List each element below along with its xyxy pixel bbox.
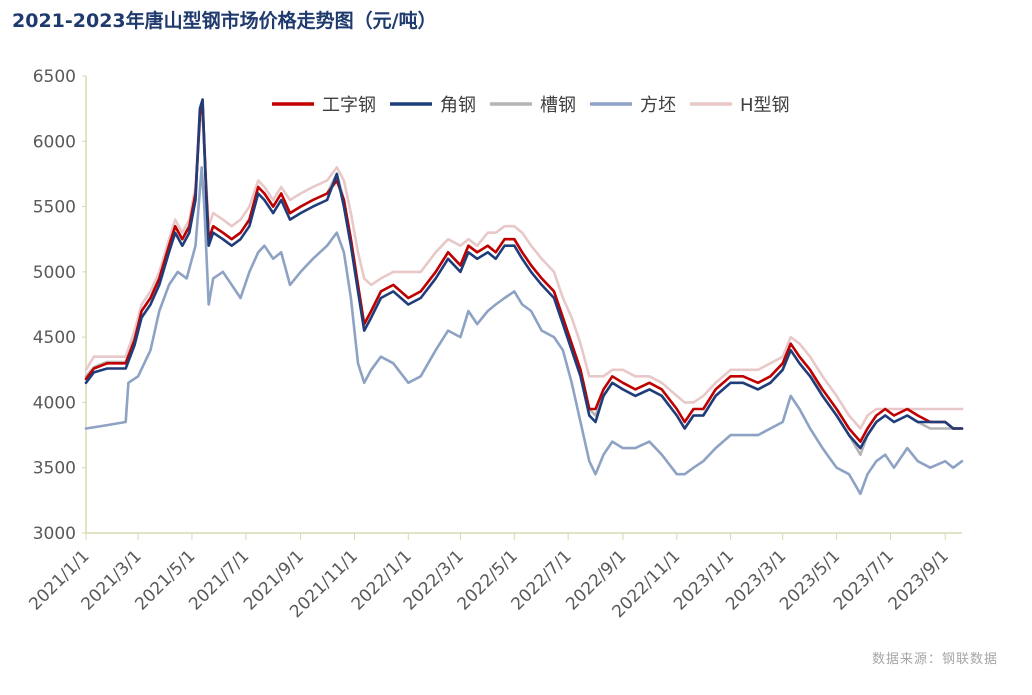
y-tick-label: 5500 <box>33 198 76 218</box>
y-tick-label: 4500 <box>33 328 76 348</box>
legend-label: 槽钢 <box>540 95 576 116</box>
chart-axes: 300035004000450050005500600065002021/1/1… <box>25 67 962 622</box>
legend-label: H型钢 <box>740 95 790 116</box>
series-line-5 <box>84 100 964 430</box>
legend-label: 工字钢 <box>322 95 376 116</box>
series-layer <box>84 98 964 496</box>
series-line-1 <box>84 103 964 443</box>
legend-label: 方坯 <box>640 95 676 116</box>
series-line-4 <box>84 166 964 496</box>
legend-label: 角钢 <box>440 95 476 116</box>
y-tick-label: 6500 <box>33 67 76 87</box>
y-tick-label: 4000 <box>33 393 76 413</box>
series-line-2 <box>84 98 964 450</box>
chart-legend: 工字钢 角钢 槽钢 方坯 H型钢 <box>272 95 790 116</box>
source-note: 数据来源：钢联数据 <box>871 652 998 667</box>
series-line-3 <box>84 113 964 456</box>
y-tick-label: 5000 <box>33 263 76 283</box>
x-tick-label: 2023/9/1 <box>885 546 953 614</box>
y-tick-label: 3500 <box>33 459 76 479</box>
chart-title: 2021-2023年唐山型钢市场价格走势图（元/吨） <box>12 10 437 32</box>
y-tick-label: 6000 <box>33 132 76 152</box>
y-tick-label: 3000 <box>33 524 76 544</box>
